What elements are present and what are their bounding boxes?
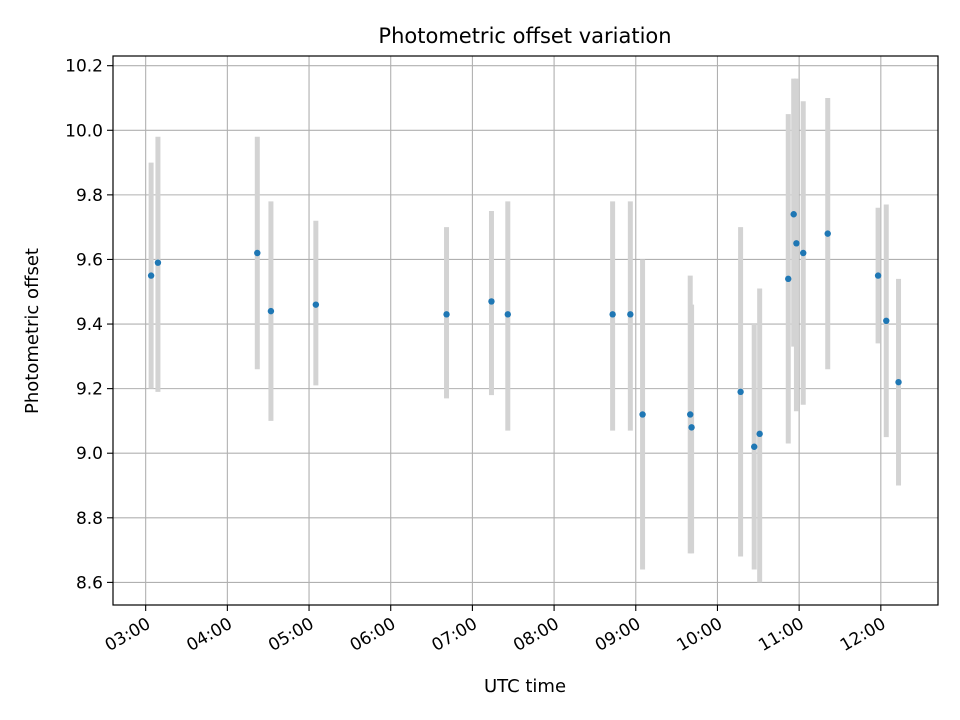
data-point	[688, 424, 695, 431]
data-point	[895, 378, 902, 386]
data-point	[488, 298, 495, 305]
data-point	[737, 388, 744, 396]
data-point	[504, 311, 512, 318]
y-tick-label: 10.0	[65, 121, 103, 141]
data-point	[824, 230, 831, 237]
data-point	[312, 301, 320, 308]
y-tick-label: 9.8	[76, 186, 103, 206]
y-tick-label: 9.4	[76, 315, 103, 335]
data-points	[147, 211, 902, 450]
data-point	[254, 249, 261, 257]
y-tick-label: 9.2	[76, 380, 103, 400]
data-point	[874, 272, 882, 279]
data-point	[756, 430, 763, 438]
data-point	[793, 240, 800, 247]
data-point	[627, 311, 634, 318]
data-point	[883, 317, 890, 325]
y-tick-label: 9.0	[76, 444, 103, 464]
y-tick-label: 8.8	[76, 509, 103, 529]
data-point	[267, 307, 275, 315]
data-point	[639, 411, 646, 418]
data-point	[800, 249, 807, 257]
data-point	[785, 275, 792, 283]
data-point	[790, 211, 797, 218]
data-point	[687, 411, 694, 418]
grid	[113, 56, 938, 605]
data-point	[751, 443, 758, 450]
y-tick-label: 10.2	[65, 57, 103, 77]
y-axis-label: Photometric offset	[22, 248, 43, 414]
data-point	[147, 272, 155, 279]
data-point	[443, 311, 450, 318]
data-point	[609, 311, 616, 318]
y-tick-label: 9.6	[76, 250, 103, 270]
chart-title: Photometric offset variation	[378, 24, 671, 48]
y-tick-label: 8.6	[76, 573, 103, 593]
x-axis-label: UTC time	[484, 676, 566, 697]
data-point	[154, 259, 162, 266]
y-axis: 8.6 8.8 9.0 9.2 9.4 9.6 9.8 10.0 10.2	[65, 57, 113, 593]
plot-frame	[112, 55, 939, 606]
